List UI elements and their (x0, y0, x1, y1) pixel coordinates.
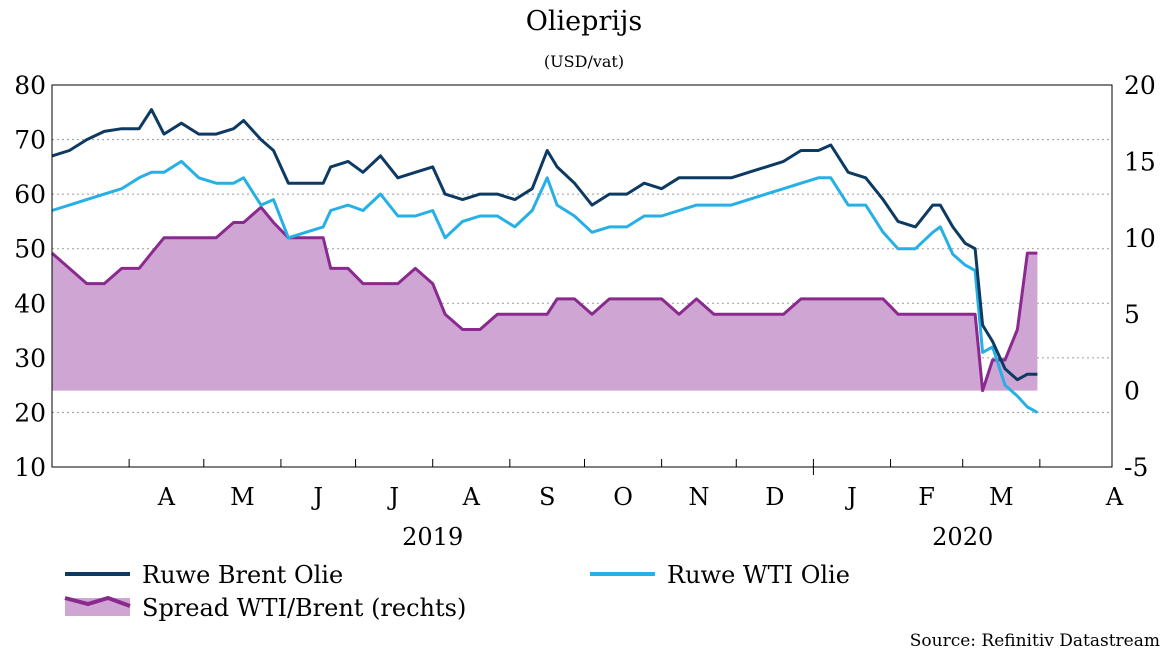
left-axis-labels: 80 70 60 50 40 30 20 10 (14, 71, 46, 482)
legend-wti-label: Ruwe WTI Olie (667, 561, 850, 589)
month-label: J (844, 483, 857, 511)
left-tick-label: 20 (14, 398, 46, 427)
year-labels: 2019 2020 (402, 523, 993, 551)
month-label: A (1105, 483, 1124, 511)
right-tick-label: -5 (1124, 453, 1148, 482)
right-tick-label: 5 (1124, 300, 1140, 329)
month-label: J (386, 483, 399, 511)
month-label: F (918, 483, 935, 511)
plot-frame (51, 84, 1113, 468)
right-tick-label: 10 (1124, 224, 1156, 253)
year-label: 2020 (932, 523, 993, 551)
right-axis-labels: 20 15 10 5 0 -5 (1124, 71, 1156, 482)
left-tick-label: 40 (14, 289, 46, 318)
left-tick-label: 50 (14, 235, 46, 264)
legend-brent-label: Ruwe Brent Olie (142, 561, 343, 589)
right-tick-label: 15 (1124, 147, 1156, 176)
month-label: S (539, 483, 555, 511)
month-label: M (230, 483, 255, 511)
month-label: M (989, 483, 1014, 511)
right-tick-label: 20 (1124, 71, 1156, 100)
source-note: Source: Refinitiv Datastream (909, 631, 1160, 651)
spread-line (51, 205, 1038, 393)
chart-title: Olieprijs (526, 6, 642, 37)
legend-spread-label: Spread WTI/Brent (rechts) (142, 594, 466, 622)
wti-line (51, 159, 1039, 414)
month-label: D (765, 483, 784, 511)
spread-area (52, 207, 1038, 391)
left-tick-label: 70 (14, 126, 46, 155)
month-label: O (613, 483, 633, 511)
left-tick-label: 60 (14, 180, 46, 209)
right-tick-label: 0 (1124, 377, 1140, 406)
left-tick-label: 30 (14, 344, 46, 373)
month-label: N (688, 483, 709, 511)
legend-spread-line-swatch (64, 595, 131, 608)
month-label: A (157, 483, 176, 511)
x-axis-ticks (128, 459, 1041, 475)
left-tick-label: 80 (14, 71, 46, 100)
legend: Ruwe Brent Olie Ruwe WTI Olie Spread WTI… (64, 561, 850, 622)
year-label: 2019 (402, 523, 463, 551)
left-tick-label: 10 (14, 453, 46, 482)
chart-subtitle: (USD/vat) (544, 52, 624, 71)
brent-line (51, 108, 1038, 382)
month-label: J (310, 483, 323, 511)
month-label: A (462, 483, 481, 511)
